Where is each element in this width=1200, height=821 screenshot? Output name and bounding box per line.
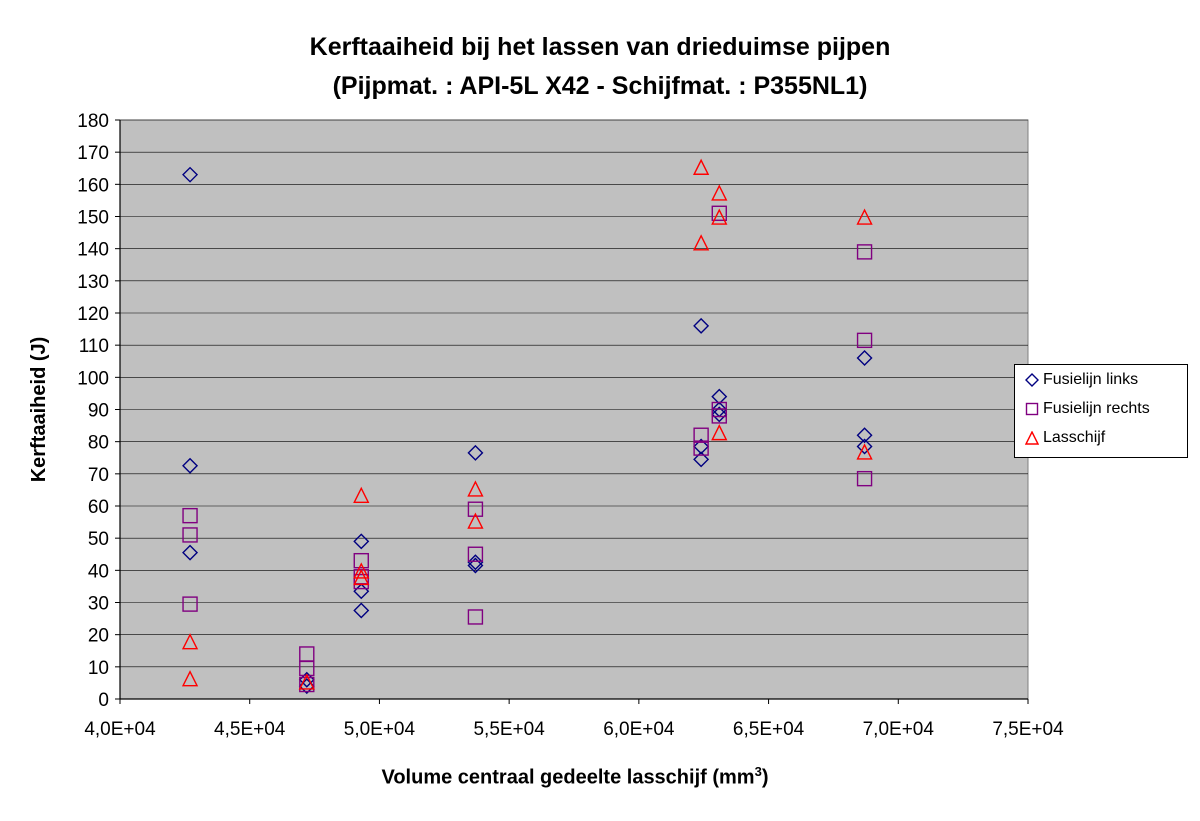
- legend-item-lasschijf: Lasschijf: [1025, 429, 1105, 447]
- y-tick-label: 120: [77, 304, 109, 325]
- y-tick-label: 30: [88, 594, 109, 615]
- data-point-fusielijn-links: [856, 350, 873, 367]
- data-point-fusielijn-rechts: [693, 440, 709, 456]
- legend-label: Fusielijn links: [1043, 371, 1139, 388]
- data-point-lasschijf: [467, 480, 484, 497]
- data-point-lasschijf: [711, 208, 728, 225]
- data-point-fusielijn-rechts: [182, 507, 198, 524]
- data-point-fusielijn-rechts: [467, 609, 484, 625]
- data-point-lasschijf: [353, 562, 370, 579]
- chart-title-line1: Kerftaaiheid bij het lassen van drieduim…: [309, 33, 891, 61]
- triangle-marker-icon: [1025, 431, 1039, 445]
- data-point-fusielijn-links: [353, 533, 370, 550]
- data-point-lasschijf: [181, 633, 199, 650]
- legend: Fusielijn links Fusielijn rechts Lasschi…: [1014, 364, 1188, 458]
- y-tick-label: 180: [77, 111, 109, 132]
- y-tick-label: 10: [88, 658, 109, 679]
- data-point-fusielijn-rechts: [693, 427, 709, 443]
- x-axis-label: Volume centraal gedeelte lasschijf (mm3): [0, 764, 1150, 790]
- y-tick-label: 20: [88, 626, 109, 647]
- data-point-fusielijn-links: [467, 557, 484, 574]
- data-point-fusielijn-rechts: [353, 552, 369, 569]
- data-point-lasschijf: [467, 512, 484, 529]
- data-point-lasschijf: [298, 673, 315, 690]
- data-point-fusielijn-rechts: [182, 527, 198, 543]
- legend-label: Lasschijf: [1043, 429, 1106, 446]
- y-tick-label: 90: [88, 401, 109, 422]
- data-point-fusielijn-links: [693, 438, 710, 455]
- chart-title-line2: (Pijpmat. : API-5L X42 - Schijfmat. : P3…: [332, 72, 868, 100]
- y-axis-label: Kerftaaiheid (J): [28, 337, 50, 483]
- data-point-lasschijf: [711, 424, 728, 441]
- data-point-lasschijf: [711, 184, 728, 201]
- data-point-fusielijn-links: [693, 317, 710, 334]
- x-tick-label: 7,5E+04: [992, 719, 1064, 740]
- data-point-fusielijn-rechts: [856, 332, 873, 349]
- y-tick-label: 40: [88, 561, 109, 582]
- y-tick-label: 100: [77, 368, 109, 389]
- x-tick-label: 5,0E+04: [344, 719, 416, 740]
- data-point-fusielijn-links: [711, 388, 728, 405]
- x-axis-label-text: Volume centraal gedeelte lasschijf (mm: [381, 766, 755, 789]
- x-axis-label-superscript: 3: [754, 764, 762, 779]
- data-point-fusielijn-links: [182, 166, 199, 183]
- y-tick-label: 110: [79, 336, 109, 357]
- data-point-fusielijn-rechts: [467, 501, 484, 517]
- y-tick-label: 60: [88, 497, 109, 518]
- data-point-fusielijn-links: [467, 444, 484, 461]
- x-tick-label: 7,0E+04: [863, 719, 935, 740]
- y-tick-label: 0: [98, 690, 109, 711]
- data-point-lasschijf: [692, 158, 710, 175]
- data-point-fusielijn-rechts: [711, 205, 727, 221]
- data-point-fusielijn-links: [467, 554, 484, 571]
- diamond-marker-icon: [1025, 373, 1039, 387]
- x-tick-label: 4,0E+04: [84, 719, 156, 740]
- x-tick-label: 6,5E+04: [733, 719, 805, 740]
- data-point-fusielijn-links: [856, 438, 873, 455]
- data-point-lasschijf: [692, 234, 710, 251]
- data-point-lasschijf: [353, 568, 370, 586]
- data-point-fusielijn-rechts: [711, 408, 727, 424]
- data-point-lasschijf: [856, 443, 873, 460]
- data-point-fusielijn-links: [693, 451, 710, 468]
- data-point-fusielijn-links: [856, 427, 873, 444]
- legend-label: Fusielijn rechts: [1043, 400, 1150, 417]
- data-point-fusielijn-rechts: [182, 596, 198, 612]
- data-point-fusielijn-links: [711, 406, 728, 423]
- y-tick-label: 80: [88, 433, 109, 454]
- data-point-fusielijn-rechts: [856, 470, 873, 487]
- data-point-fusielijn-rechts: [299, 676, 315, 693]
- data-point-lasschijf: [181, 670, 199, 687]
- data-point-fusielijn-rechts: [856, 244, 873, 260]
- y-tick-label: 70: [88, 465, 109, 486]
- x-tick-label: 4,5E+04: [214, 719, 286, 740]
- data-point-fusielijn-links: [182, 544, 199, 561]
- data-point-fusielijn-rechts: [353, 573, 369, 590]
- y-tick-label: 140: [77, 240, 109, 261]
- x-axis-label-end: ): [761, 766, 769, 789]
- data-point-fusielijn-rechts: [467, 546, 484, 562]
- x-tick-label: 6,0E+04: [603, 719, 675, 740]
- x-tick-label: 5,5E+04: [473, 719, 545, 740]
- data-point-fusielijn-links: [353, 602, 370, 619]
- square-marker-icon: [1025, 402, 1039, 416]
- y-tick-label: 150: [77, 208, 109, 229]
- legend-item-fusielijn-rechts: Fusielijn rechts: [1025, 400, 1150, 418]
- y-tick-label: 130: [77, 272, 109, 293]
- data-point-fusielijn-links: [182, 457, 199, 474]
- legend-item-fusielijn-links: Fusielijn links: [1025, 371, 1138, 389]
- y-tick-label: 160: [77, 175, 109, 196]
- data-point-lasschijf: [353, 486, 370, 504]
- y-tick-label: 170: [77, 143, 109, 164]
- data-point-lasschijf: [856, 208, 873, 225]
- y-tick-label: 50: [88, 529, 109, 550]
